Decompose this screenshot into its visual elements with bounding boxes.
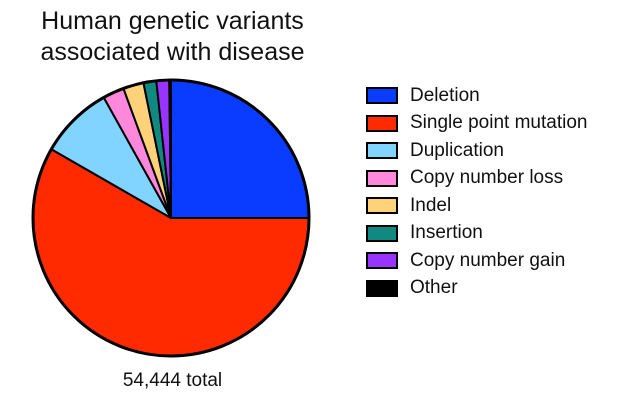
legend-label: Duplication bbox=[410, 139, 504, 161]
legend-label: Indel bbox=[410, 194, 452, 216]
legend-item: Copy number loss bbox=[366, 165, 587, 193]
total-label: 54,444 total bbox=[122, 370, 223, 391]
legend-item: Insertion bbox=[366, 220, 587, 248]
legend-label: Copy number gain bbox=[410, 249, 566, 271]
legend-item: Duplication bbox=[366, 137, 587, 165]
legend-label: Insertion bbox=[410, 222, 483, 244]
legend-swatch bbox=[366, 169, 398, 187]
legend-swatch bbox=[366, 197, 398, 215]
legend-swatch bbox=[366, 87, 398, 105]
legend-item: Single point mutation bbox=[366, 110, 587, 138]
pie-slice-deletion bbox=[170, 79, 310, 219]
legend-item: Other bbox=[366, 275, 587, 303]
legend-swatch bbox=[366, 114, 398, 132]
legend-swatch bbox=[366, 252, 398, 270]
legend-swatch bbox=[366, 224, 398, 242]
legend-label: Other bbox=[410, 277, 458, 299]
legend-label: Copy number loss bbox=[410, 167, 564, 189]
pie-outline bbox=[31, 78, 311, 358]
legend-swatch bbox=[366, 142, 398, 160]
legend-item: Indel bbox=[366, 192, 587, 220]
legend-swatch bbox=[366, 279, 398, 297]
legend: Deletion Single point mutation Duplication… bbox=[366, 82, 587, 302]
legend-item: Copy number gain bbox=[366, 247, 587, 275]
chart-title: Human genetic variants associated with di… bbox=[40, 7, 305, 66]
legend-label: Single point mutation bbox=[410, 112, 588, 134]
legend-item: Deletion bbox=[366, 82, 587, 110]
legend-label: Deletion bbox=[410, 84, 480, 106]
